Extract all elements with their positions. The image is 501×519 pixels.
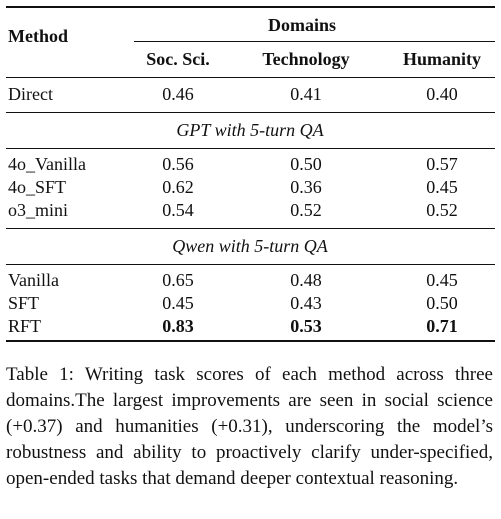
header-method: Method <box>8 26 68 46</box>
cell-value: 0.45 <box>426 270 458 290</box>
cell-value-best: 0.83 <box>162 316 194 336</box>
header-col-technology: Technology <box>262 49 350 69</box>
row-method: SFT <box>8 293 40 313</box>
cell-value: 0.54 <box>162 200 194 220</box>
table-top-rule <box>6 6 495 8</box>
cell-value: 0.52 <box>290 200 322 220</box>
cell-value: 0.48 <box>290 270 322 290</box>
header-col-humanity: Humanity <box>402 49 482 69</box>
cell-value-best: 0.71 <box>426 316 458 336</box>
table-bottom-rule <box>6 340 495 342</box>
header-rule <box>6 77 495 78</box>
row-method: 4o_Vanilla <box>8 154 86 174</box>
cell-value: 0.45 <box>426 177 458 197</box>
cell-value: 0.46 <box>162 84 194 104</box>
group-rule <box>6 264 495 265</box>
row-method: RFT <box>8 316 42 336</box>
row-method: 4o_SFT <box>8 177 67 197</box>
cell-value: 0.40 <box>426 84 458 104</box>
header-col-soc-sci: Soc. Sci. <box>146 49 210 69</box>
cell-value: 0.41 <box>290 84 322 104</box>
cell-value: 0.62 <box>162 177 194 197</box>
cell-value: 0.36 <box>290 177 322 197</box>
table-caption: Table 1: Writing task scores of each met… <box>6 364 493 489</box>
domains-rule <box>134 41 495 42</box>
cell-value-best: 0.53 <box>290 316 322 336</box>
group-rule <box>6 112 495 113</box>
cell-value: 0.52 <box>426 200 458 220</box>
cell-value: 0.50 <box>426 293 458 313</box>
group-label-qwen: Qwen with 5-turn QA <box>172 236 328 256</box>
group-rule <box>6 228 495 229</box>
header-domains: Domains <box>267 15 337 35</box>
row-method: o3_mini <box>8 200 69 220</box>
cell-value: 0.43 <box>290 293 322 313</box>
group-rule <box>6 148 495 149</box>
cell-value: 0.45 <box>162 293 194 313</box>
group-label-gpt: GPT with 5-turn QA <box>176 120 324 140</box>
row-method: Vanilla <box>8 270 59 290</box>
cell-value: 0.57 <box>426 154 458 174</box>
row-method: Direct <box>8 84 53 104</box>
cell-value: 0.65 <box>162 270 194 290</box>
cell-value: 0.50 <box>290 154 322 174</box>
cell-value: 0.56 <box>162 154 194 174</box>
